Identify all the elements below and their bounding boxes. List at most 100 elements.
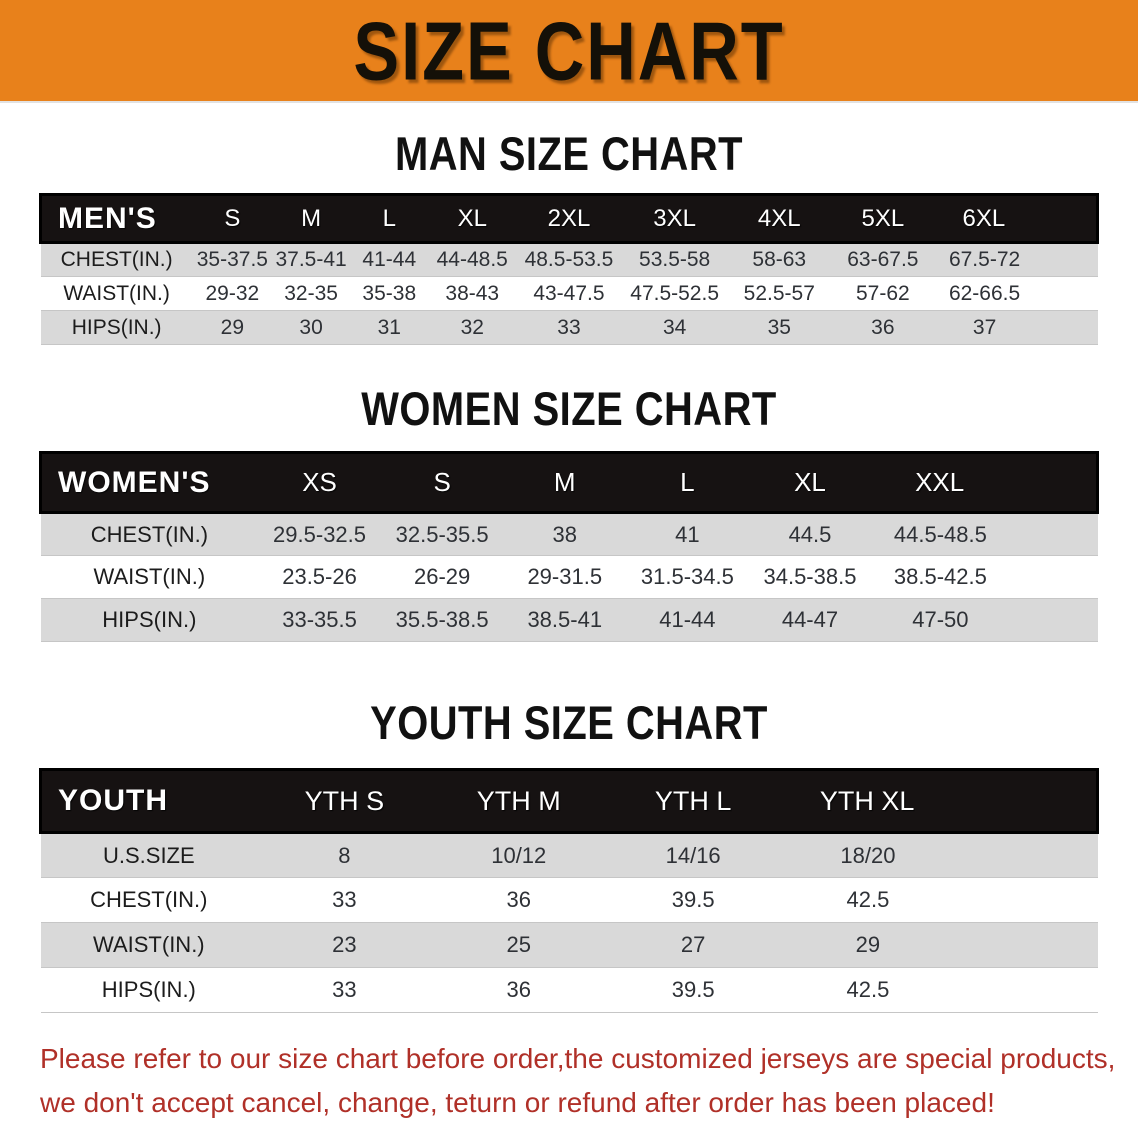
table-row: WAIST(IN.) 23 25 27 29: [40, 922, 1098, 968]
size-value: 25: [506, 932, 531, 957]
womens-section-title: WOMEN SIZE CHART: [361, 382, 777, 436]
size-value: 37: [972, 315, 997, 339]
column-header: L: [626, 451, 749, 514]
size-value: 34: [662, 315, 687, 339]
column-header: L: [350, 193, 429, 244]
size-value: 29-31.5: [527, 564, 603, 589]
size-value: 30: [299, 315, 323, 339]
size-value: 23.5-26: [282, 564, 357, 589]
size-value: 36: [506, 887, 531, 912]
size-value: 44.5: [788, 521, 832, 547]
size-value: 36: [506, 977, 531, 1002]
size-value: 62-66.5: [948, 281, 1021, 305]
table-row: U.S.SIZE 8 10/12 14/16 18/20: [40, 832, 1098, 878]
size-value: 32-35: [284, 281, 338, 305]
footnote-line-2: we don't accept cancel, change, teturn o…: [40, 1087, 995, 1118]
column-header: 4XL: [727, 193, 832, 244]
footnote-line-1: Please refer to our size chart before or…: [40, 1043, 1116, 1074]
row-label: HIPS(IN.): [102, 607, 197, 632]
column-header: XL: [748, 451, 872, 514]
size-value: 57-62: [855, 281, 910, 305]
size-value: 41: [675, 521, 700, 547]
size-value: 27: [680, 932, 706, 957]
size-value: 39.5: [671, 887, 715, 912]
column-header: YTH S: [257, 768, 432, 834]
size-value: 36: [871, 315, 895, 339]
size-value: 41-44: [659, 607, 716, 632]
size-value: 52.5-57: [743, 281, 815, 305]
column-header: XXL: [871, 451, 1100, 514]
size-value: 29: [220, 315, 245, 339]
size-value: 31: [377, 315, 401, 339]
row-label: CHEST(IN.): [90, 887, 208, 912]
size-value: 18/20: [840, 842, 896, 868]
youth-section-title: YOUTH SIZE CHART: [370, 696, 768, 749]
column-header: 2XL: [516, 193, 622, 244]
size-value: 35.5-38.5: [395, 607, 489, 632]
column-header: M: [271, 193, 351, 244]
youth-section: YOUTH SIZE CHART YOUTH YTH S YTH M YTH L YTH…: [0, 642, 1138, 1013]
table-row: WAIST(IN.) 23.5-26 26-29 29-31.5 31.5-34.5 34…: [40, 555, 1098, 599]
size-value: 37.5-41: [275, 248, 347, 271]
size-value: 38.5-42.5: [893, 564, 987, 589]
column-header: XL: [428, 193, 517, 244]
size-value: 44.5-48.5: [893, 521, 987, 547]
size-value: 8: [338, 842, 351, 868]
column-header: M: [503, 451, 627, 514]
size-value: 42.5: [846, 887, 890, 912]
group-header: MEN'S: [38, 193, 193, 244]
row-label: WAIST(IN.): [63, 281, 170, 305]
row-label: HIPS(IN.): [71, 315, 162, 339]
table-row: CHEST(IN.) 33 36 39.5 42.5: [40, 877, 1098, 923]
column-header: XS: [258, 451, 381, 514]
size-value: 31.5-34.5: [640, 564, 734, 589]
size-value: 34.5-38.5: [763, 564, 857, 589]
column-header: 5XL: [831, 193, 935, 244]
column-header: YTH M: [431, 768, 606, 834]
size-value: 39.5: [671, 977, 715, 1002]
size-value: 29: [855, 932, 881, 957]
size-value: 53.5-58: [639, 248, 711, 271]
size-value: 48.5-53.5: [524, 248, 614, 271]
table-row: HIPS(IN.) 29 30 31 32 33 34 35 36 37: [40, 310, 1098, 345]
size-value: 29-32: [205, 281, 260, 305]
size-value: 63-67.5: [847, 248, 919, 271]
size-value: 33: [332, 887, 357, 912]
page-title: SIZE CHART: [353, 4, 785, 97]
size-value: 23: [332, 932, 357, 957]
table-row: CHEST(IN.) 29.5-32.5 32.5-35.5 38 41 44.5 44.5…: [40, 512, 1098, 556]
size-value: 29.5-32.5: [273, 521, 367, 547]
table-row: HIPS(IN.) 33-35.5 35.5-38.5 38.5-41 41-44 44-…: [40, 598, 1098, 642]
size-value: 26-29: [414, 564, 471, 589]
size-value: 33: [557, 315, 581, 339]
row-label: CHEST(IN.): [90, 521, 209, 547]
column-header: S: [380, 451, 504, 514]
table-row: HIPS(IN.) 33 36 39.5 42.5: [40, 967, 1098, 1013]
womens-size-table: WOMEN'S XS S M L XL XXL CHEST(IN.) 29.5-32.5 32.…: [39, 451, 1100, 642]
header-row: MEN'S S M L XL 2XL 3XL 4XL 5XL 6XL: [38, 193, 1099, 244]
header-row: WOMEN'S XS S M L XL XXL: [39, 451, 1100, 514]
size-value: 35-38: [362, 281, 417, 305]
size-value: 47-50: [912, 607, 969, 632]
size-value: 42.5: [846, 977, 890, 1002]
banner: SIZE CHART: [0, 0, 1138, 103]
size-value: 43-47.5: [533, 281, 605, 305]
mens-section: MAN SIZE CHART MEN'S S M L XL 2XL 3XL 4XL 5XL 6XL…: [0, 103, 1138, 345]
size-value: 38-43: [445, 281, 500, 305]
size-value: 47.5-52.5: [630, 281, 720, 305]
mens-section-title: MAN SIZE CHART: [394, 127, 743, 181]
size-value: 41-44: [362, 248, 417, 271]
size-value: 35: [767, 315, 791, 339]
womens-section: WOMEN SIZE CHART WOMEN'S XS S M L XL XXL CHEST…: [0, 345, 1138, 642]
row-label: HIPS(IN.): [101, 977, 196, 1002]
size-value: 35-37.5: [196, 248, 268, 271]
column-header: YTH L: [605, 768, 781, 834]
size-value: 44-48.5: [436, 248, 508, 271]
row-label: U.S.SIZE: [102, 842, 195, 868]
footnote: Please refer to our size chart before or…: [40, 1037, 1116, 1125]
row-label: WAIST(IN.): [93, 932, 205, 957]
column-header: 6XL: [934, 193, 1099, 244]
column-header: S: [192, 193, 272, 244]
table-row: WAIST(IN.) 29-32 32-35 35-38 38-43 43-47.5 47.…: [40, 276, 1098, 311]
size-value: 33-35.5: [282, 607, 357, 632]
